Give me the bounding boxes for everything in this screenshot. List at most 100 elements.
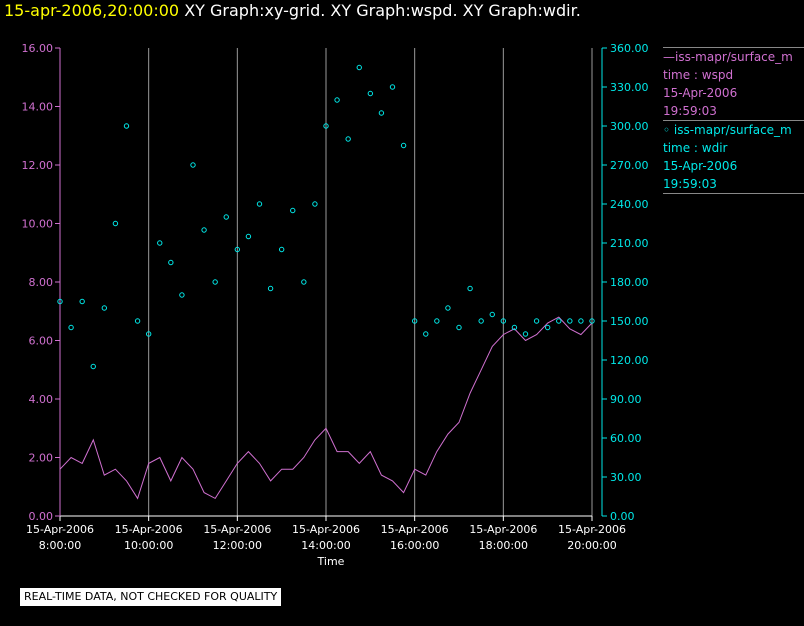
x-tick-label-time: 10:00:00 (124, 539, 173, 552)
wdir-point (312, 201, 318, 207)
x-tick-label-date: 15-Apr-2006 (292, 523, 360, 536)
y-right-tick-label: 150.00 (610, 315, 649, 328)
wdir-point (411, 318, 418, 324)
wdir-point (201, 227, 207, 233)
legend-wspd-time: 19:59:03 (663, 104, 717, 118)
legend-wspd-date: 15-Apr-2006 (663, 86, 738, 100)
wdir-point (389, 84, 396, 90)
y-left-tick-label: 6.00 (29, 335, 54, 348)
wdir-point (123, 123, 130, 129)
wdir-point (589, 318, 595, 324)
x-tick-label-date: 15-Apr-2006 (203, 523, 271, 536)
wdir-point (245, 233, 252, 240)
y-left-tick-label: 4.00 (29, 393, 54, 406)
wdir-point (223, 214, 229, 220)
y-right-tick-label: 60.00 (610, 432, 642, 445)
y-left-tick-label: 2.00 (29, 452, 54, 465)
y-right-tick-label: 90.00 (610, 393, 642, 406)
wdir-point (356, 64, 362, 71)
wdir-point (267, 285, 274, 292)
wdir-point (112, 220, 119, 227)
y-left-tick-label: 14.00 (22, 101, 54, 114)
x-tick-label-time: 20:00:00 (567, 539, 616, 552)
legend-wdir-source: ◦ iss-mapr/surface_m (663, 123, 792, 137)
y-right-tick-label: 210.00 (610, 237, 649, 250)
wdir-point (400, 142, 407, 149)
legend-wspd-label: time : wspd (663, 68, 734, 82)
wdir-point (278, 246, 285, 253)
y-left-tick-label: 12.00 (22, 159, 54, 172)
wdir-point (345, 136, 351, 142)
wdir-point (522, 331, 529, 337)
legend-separator (663, 120, 804, 121)
wdir-point (190, 162, 196, 168)
wdir-point (79, 298, 85, 305)
y-right-tick-label: 30.00 (610, 471, 642, 484)
wdir-point (323, 123, 329, 129)
wdir-point (445, 305, 451, 311)
wdir-point (90, 363, 96, 370)
wspd-series (59, 316, 593, 500)
x-tick-label-time: 8:00:00 (39, 539, 81, 552)
legend: —iss-mapr/surface_m time : wspd 15-Apr-2… (663, 47, 804, 194)
y-right-tick-label: 180.00 (610, 276, 649, 289)
grid-lines (148, 48, 593, 516)
x-tick-label-date: 15-Apr-2006 (469, 523, 537, 536)
tick-labels: 15-Apr-2006 8:00:00 15-Apr-2006 10:00:00 15-… (22, 42, 649, 568)
wdir-point (68, 324, 74, 331)
x-tick-label-time: 12:00:00 (213, 539, 262, 552)
y-left-tick-label: 16.00 (22, 42, 54, 55)
y-right-tick-label: 120.00 (610, 354, 649, 367)
legend-wdir-date: 15-Apr-2006 (663, 159, 738, 173)
wdir-point (578, 318, 584, 324)
y-right-tick-label: 0.00 (610, 510, 635, 523)
x-tick-label-time: 14:00:00 (301, 539, 350, 552)
legend-entry-wdir: ◦ iss-mapr/surface_m time : wdir 15-Apr-… (663, 121, 804, 193)
y-right-tick-label: 270.00 (610, 159, 649, 172)
axes (55, 47, 607, 521)
wdir-point (212, 279, 218, 285)
wdir-point (57, 298, 63, 305)
wdir-point (478, 318, 484, 324)
wdir-point (367, 90, 374, 97)
y-right-tick-label: 300.00 (610, 120, 649, 133)
legend-wdir-time: 19:59:03 (663, 177, 717, 191)
wdir-point (533, 318, 540, 324)
wdir-point (179, 292, 185, 298)
legend-separator (663, 193, 804, 194)
y-right-tick-label: 330.00 (610, 81, 649, 94)
x-tick-label-date: 15-Apr-2006 (381, 523, 449, 536)
wdir-point (134, 318, 141, 324)
title-text: XY Graph:xy-grid. XY Graph:wspd. XY Grap… (184, 1, 581, 20)
wdir-point (456, 324, 462, 331)
wdir-point (467, 285, 473, 292)
x-tick-label-date: 15-Apr-2006 (558, 523, 626, 536)
y-left-tick-label: 8.00 (29, 276, 54, 289)
wdir-point (234, 246, 241, 253)
x-tick-label-date: 15-Apr-2006 (26, 523, 94, 536)
legend-wdir-label: time : wdir (663, 141, 728, 155)
wdir-point (101, 305, 108, 311)
title-date: 15-apr-2006,20:00:00 (4, 1, 180, 20)
wdir-point (290, 207, 296, 214)
legend-separator (663, 47, 804, 48)
x-tick-label-time: 16:00:00 (390, 539, 439, 552)
wdir-point (334, 97, 340, 103)
x-tick-label-time: 18:00:00 (479, 539, 528, 552)
legend-wspd-source: —iss-mapr/surface_m (663, 50, 793, 64)
wdir-series (57, 64, 595, 370)
wdir-point (157, 240, 163, 246)
wdir-point (434, 318, 440, 324)
wdir-point (256, 201, 263, 207)
wdir-point (567, 318, 573, 324)
x-axis-label: Time (317, 555, 345, 568)
legend-entry-wspd: —iss-mapr/surface_m time : wspd 15-Apr-2… (663, 48, 804, 120)
y-right-tick-label: 360.00 (610, 42, 649, 55)
title-bar: 15-apr-2006,20:00:00 XY Graph:xy-grid. X… (4, 0, 581, 24)
wspd-line (59, 316, 593, 500)
wdir-point (168, 259, 174, 266)
wdir-point (511, 324, 518, 331)
wdir-point (500, 318, 507, 324)
quality-note: REAL-TIME DATA, NOT CHECKED FOR QUALITY (20, 588, 282, 606)
